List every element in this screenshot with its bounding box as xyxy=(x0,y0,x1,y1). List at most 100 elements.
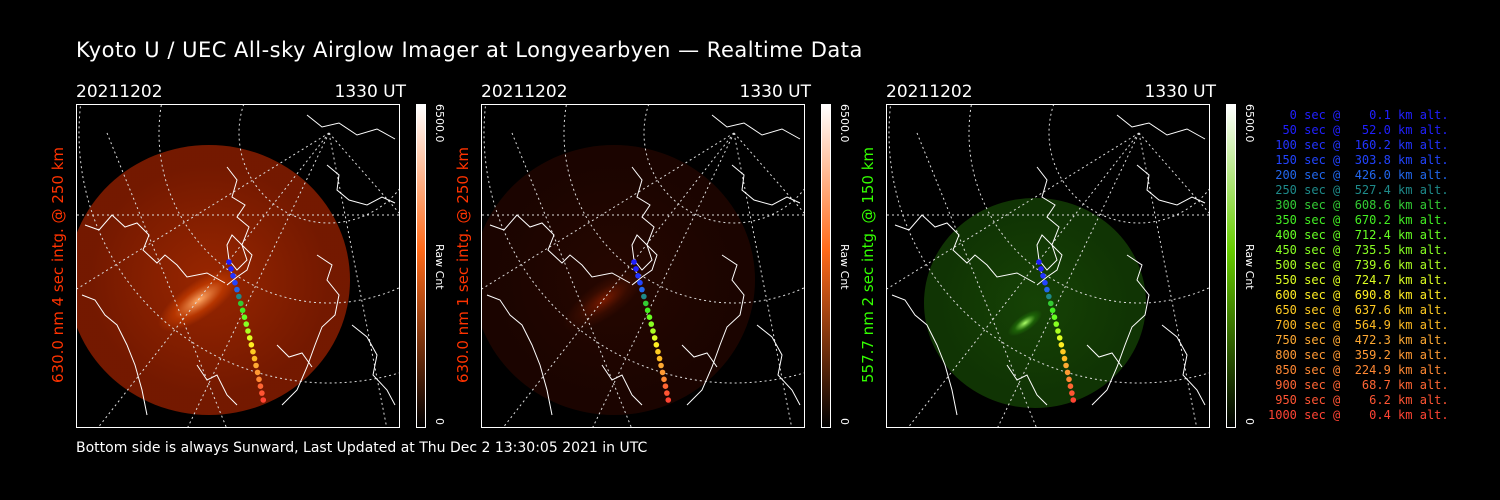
trajectory-point xyxy=(250,348,256,355)
legend-entry: 450 sec @ 735.5 km alt. xyxy=(1268,243,1449,257)
airglow-panel-3: 20211202 1330 UT 557.7 nm 2 sec intg. @ … xyxy=(859,80,1256,430)
colorbar xyxy=(1226,104,1236,428)
legend-entry: 250 sec @ 527.4 km alt. xyxy=(1268,183,1449,197)
trajectory-point xyxy=(228,266,234,272)
trajectory-point xyxy=(1047,300,1054,307)
trajectory-point xyxy=(248,342,255,348)
airglow-panel-1: 20211202 1330 UT 630.0 nm 4 sec intg. @ … xyxy=(49,80,446,430)
legend-entry: 100 sec @ 160.2 km alt. xyxy=(1268,138,1449,152)
trajectory-point xyxy=(661,376,667,383)
legend-entry: 850 sec @ 224.9 km alt. xyxy=(1268,363,1449,377)
allsky-image xyxy=(886,104,1210,428)
aurora-arc xyxy=(158,268,240,332)
trajectory-point xyxy=(631,259,637,265)
legend-entry: 700 sec @ 564.9 km alt. xyxy=(1268,318,1449,332)
panel-date: 20211202 xyxy=(886,82,973,102)
trajectory-point xyxy=(656,355,663,362)
trajectory-point xyxy=(650,328,656,334)
trajectory-point xyxy=(648,321,655,327)
legend-entry: 900 sec @ 68.7 km alt. xyxy=(1268,378,1449,392)
wavelength-label: 630.0 nm 4 sec intg. @ 250 km xyxy=(49,146,67,384)
trajectory-point xyxy=(254,369,261,376)
colorbar-unit: Raw Cnt xyxy=(838,244,851,290)
legend-entry: 650 sec @ 637.6 km alt. xyxy=(1268,303,1449,317)
trajectory-point xyxy=(246,335,253,341)
legend-entry: 1000 sec @ 0.4 km alt. xyxy=(1268,408,1449,422)
trajectory-point xyxy=(1055,328,1061,334)
trajectory-point xyxy=(651,335,658,341)
colorbar xyxy=(821,104,831,428)
trajectory-point xyxy=(664,390,670,396)
trajectory-point xyxy=(234,286,240,293)
trajectory-point xyxy=(662,383,669,390)
trajectory-point xyxy=(644,307,651,314)
sky-disk xyxy=(924,198,1146,408)
trajectory-point xyxy=(1044,286,1050,293)
trajectory-point xyxy=(637,279,643,286)
footer-note: Bottom side is always Sunward, Last Upda… xyxy=(76,440,648,456)
trajectory-point xyxy=(1038,266,1044,272)
trajectory-point xyxy=(251,355,258,362)
colorbar-min: 0 xyxy=(433,418,446,425)
trajectory-point xyxy=(1056,335,1063,341)
colorbar-min: 0 xyxy=(1243,418,1256,425)
trajectory-point xyxy=(1051,314,1058,320)
trajectory-point xyxy=(1063,362,1069,369)
colorbar-max: 6500.0 xyxy=(433,104,446,143)
trajectory-point xyxy=(1040,273,1046,279)
allsky-image xyxy=(481,104,805,428)
legend-entry: 950 sec @ 6.2 km alt. xyxy=(1268,393,1449,407)
trajectory-point xyxy=(257,383,264,390)
trajectory-point xyxy=(641,293,647,300)
legend-entry: 500 sec @ 739.6 km alt. xyxy=(1268,258,1449,272)
trajectory-point xyxy=(1069,390,1075,396)
coastlines xyxy=(81,114,396,416)
trajectory-point xyxy=(226,259,232,265)
airglow-panel-2: 20211202 1330 UT 630.0 nm 1 sec intg. @ … xyxy=(454,80,851,430)
trajectory-point xyxy=(245,328,251,334)
trajectory-point xyxy=(1060,348,1066,355)
trajectory-point xyxy=(639,286,645,293)
legend-entry: 0 sec @ 0.1 km alt. xyxy=(1268,108,1449,122)
legend-entry: 150 sec @ 303.8 km alt. xyxy=(1268,153,1449,167)
colorbar xyxy=(416,104,426,428)
allsky-map xyxy=(77,105,399,427)
panel-time: 1330 UT xyxy=(739,82,812,102)
trajectory-point xyxy=(635,273,641,279)
colorbar-unit: Raw Cnt xyxy=(433,244,446,290)
legend-entry: 800 sec @ 359.2 km alt. xyxy=(1268,348,1449,362)
trajectory-point xyxy=(241,314,248,320)
trajectory-point xyxy=(1066,376,1072,383)
legend-entry: 350 sec @ 670.2 km alt. xyxy=(1268,213,1449,227)
trajectory-point xyxy=(236,293,242,300)
trajectory-point xyxy=(253,362,259,369)
trajectory-point xyxy=(658,362,664,369)
legend-entry: 300 sec @ 608.6 km alt. xyxy=(1268,198,1449,212)
trajectory-point xyxy=(1070,397,1077,403)
trajectory-point xyxy=(237,300,244,307)
trajectory-point xyxy=(655,348,661,355)
legend-entry: 600 sec @ 690.8 km alt. xyxy=(1268,288,1449,302)
trajectory-point xyxy=(659,369,666,376)
panel-date: 20211202 xyxy=(481,82,568,102)
colorbar-max: 6500.0 xyxy=(838,104,851,143)
trajectory-point xyxy=(1064,369,1071,376)
panel-time: 1330 UT xyxy=(1144,82,1217,102)
allsky-map xyxy=(482,105,804,427)
page-title: Kyoto U / UEC All-sky Airglow Imager at … xyxy=(76,38,863,62)
trajectory-point xyxy=(653,342,660,348)
trajectory-point xyxy=(243,321,250,327)
trajectory-point xyxy=(1042,279,1048,286)
panel-date: 20211202 xyxy=(76,82,163,102)
legend-entry: 50 sec @ 52.0 km alt. xyxy=(1268,123,1449,137)
coastlines xyxy=(891,114,1206,416)
allsky-map xyxy=(887,105,1209,427)
colorbar-max: 6500.0 xyxy=(1243,104,1256,143)
trajectory-point xyxy=(642,300,649,307)
wavelength-label: 630.0 nm 1 sec intg. @ 250 km xyxy=(454,146,472,384)
legend-entry: 550 sec @ 724.7 km alt. xyxy=(1268,273,1449,287)
trajectory-point xyxy=(230,273,236,279)
trajectory-point xyxy=(1046,293,1052,300)
trajectory-point xyxy=(256,376,262,383)
trajectory-point xyxy=(1036,259,1042,265)
